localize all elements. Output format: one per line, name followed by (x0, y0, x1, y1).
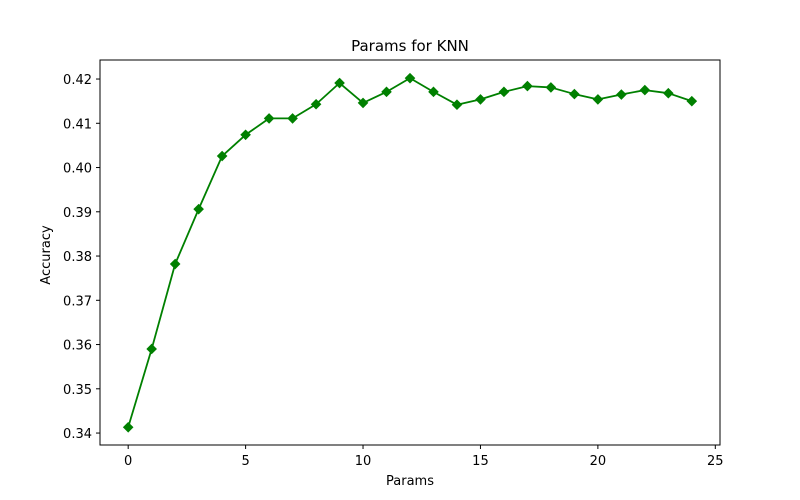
x-tick-label: 15 (472, 454, 489, 469)
y-tick-label: 0.35 (63, 383, 92, 398)
data-point-marker (592, 94, 604, 105)
y-axis-label: Accuracy (39, 225, 54, 285)
x-axis-label: Params (386, 474, 434, 489)
x-tick-label: 0 (124, 454, 132, 469)
y-tick-label: 0.34 (63, 427, 92, 442)
data-point-marker (216, 150, 228, 162)
y-tick-label: 0.37 (63, 294, 92, 309)
data-point-marker (381, 86, 392, 98)
data-point-marker (569, 88, 580, 100)
data-point-marker (169, 258, 181, 270)
data-point-marker (663, 87, 674, 99)
data-point-marker (193, 203, 204, 215)
y-tick-label: 0.40 (63, 162, 92, 177)
data-point-marker (287, 113, 298, 124)
axes-frame (99, 59, 721, 446)
data-point-marker (334, 77, 345, 89)
data-point-marker (639, 84, 651, 96)
y-tick-label: 0.41 (63, 117, 92, 132)
data-point-marker (451, 99, 463, 111)
data-point-marker (122, 421, 134, 433)
plot-area: 0 5 10 15 20 25 0.34 0.35 0.36 0.37 0.38 0.39 0.40 0.… (63, 59, 724, 469)
data-point-marker (545, 82, 557, 93)
data-point-marker (263, 113, 275, 124)
data-point-marker (498, 86, 510, 98)
data-point-marker (357, 97, 369, 109)
data-point-marker (522, 80, 533, 92)
data-point-marker (686, 95, 698, 107)
x-tick-label: 20 (590, 454, 607, 469)
y-tick-label: 0.38 (63, 250, 92, 265)
data-point-marker (475, 94, 486, 105)
data-point-marker (146, 343, 157, 355)
x-tick-label: 10 (355, 454, 372, 469)
x-tick-label: 5 (241, 454, 249, 469)
y-tick-label: 0.36 (63, 339, 92, 354)
chart-title: Params for KNN (351, 37, 469, 55)
data-point-marker (240, 129, 251, 141)
data-point-marker (428, 86, 439, 98)
y-tick-label: 0.42 (63, 73, 92, 88)
x-tick-label: 25 (707, 454, 724, 469)
data-point-marker (310, 98, 322, 110)
data-point-marker (404, 72, 416, 84)
y-tick-label: 0.39 (63, 206, 92, 221)
data-point-marker (616, 89, 627, 100)
